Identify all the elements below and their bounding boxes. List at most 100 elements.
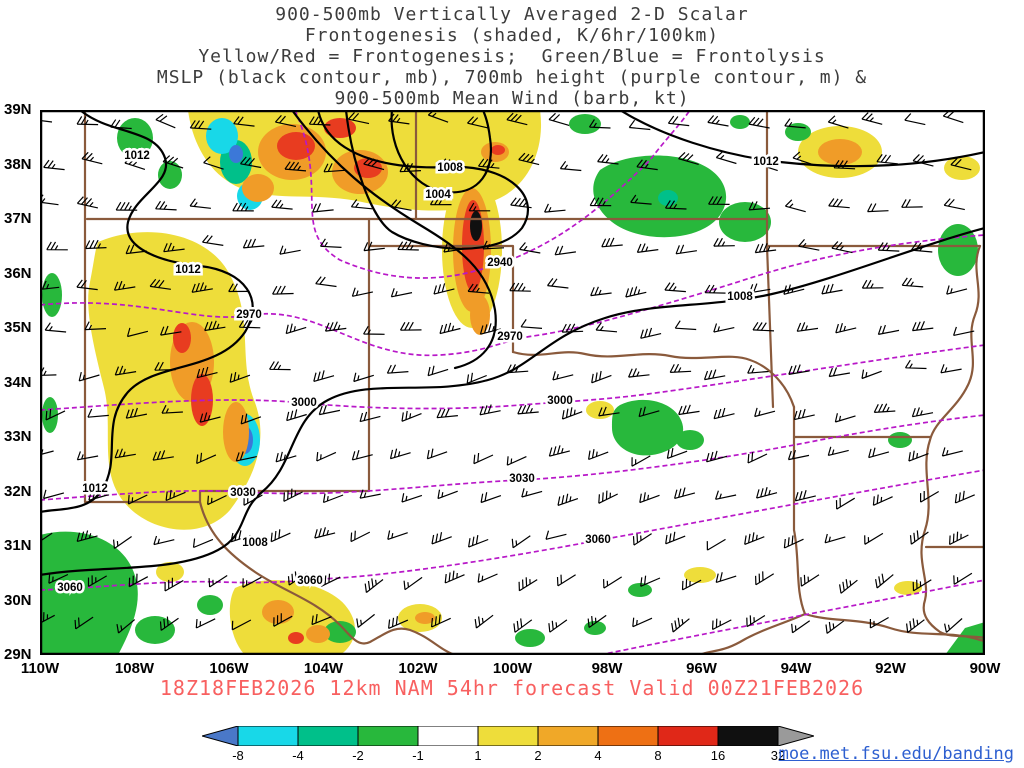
wind-barb — [746, 614, 766, 628]
wind-barb — [636, 243, 659, 253]
wind-barb — [42, 367, 57, 376]
wind-barb — [125, 244, 147, 255]
wind-barb — [308, 116, 331, 126]
wind-barb — [828, 367, 851, 378]
wind-barb — [286, 409, 307, 422]
wind-barb — [431, 614, 451, 628]
height-contour-label: 2940 — [487, 257, 513, 269]
colorbar-segment — [357, 725, 419, 747]
wind-barb — [482, 240, 505, 250]
wind-barb — [640, 575, 661, 587]
wind-barb — [189, 120, 212, 130]
lat-tick-label: 30N — [4, 591, 32, 609]
colorbar-tick-label: 16 — [710, 748, 726, 763]
wind-barb — [240, 413, 262, 425]
wind-barb — [824, 533, 846, 544]
wind-barb — [755, 571, 775, 586]
wind-barb — [601, 237, 623, 248]
height-contours-layer — [42, 112, 983, 653]
wind-barb — [792, 151, 814, 166]
wind-barb — [509, 282, 531, 292]
wind-barb — [715, 490, 737, 500]
wind-barb — [946, 285, 968, 295]
wind-barb — [828, 198, 850, 209]
wind-barb — [76, 451, 99, 461]
wind-barb — [875, 573, 894, 589]
wind-barb — [437, 489, 458, 500]
wind-barb — [401, 493, 423, 503]
wind-barb — [279, 245, 301, 255]
wind-barb — [597, 154, 619, 165]
wind-barb — [839, 579, 858, 594]
wind-barb — [114, 365, 137, 376]
wind-barb — [443, 243, 465, 253]
wind-barb — [791, 620, 811, 634]
wind-barb — [43, 159, 65, 171]
wind-barb — [269, 361, 291, 371]
wind-barb — [517, 404, 539, 415]
wind-barb — [749, 283, 771, 294]
wind-barb — [351, 450, 373, 461]
wind-barb — [671, 617, 690, 633]
wind-barb — [429, 196, 452, 206]
wind-barb — [149, 278, 171, 290]
wind-barb — [949, 531, 969, 546]
lat-tick-label: 31N — [4, 537, 32, 554]
wind-barb — [42, 449, 54, 455]
wind-barb — [827, 446, 849, 456]
wind-barb — [631, 455, 651, 467]
lon-tick-label: 98W — [591, 660, 623, 677]
wind-barb — [603, 576, 623, 589]
wind-barb — [401, 410, 422, 422]
mslp-contours-layer — [42, 112, 983, 576]
mslp-contour-label: 1004 — [425, 189, 451, 201]
wind-barb — [544, 203, 566, 213]
wind-barb — [311, 614, 332, 626]
wind-barb — [548, 112, 570, 126]
credit-link[interactable]: moe.met.fsu.edu/banding — [778, 744, 1014, 764]
wind-barb — [287, 571, 307, 586]
wind-barb — [285, 323, 307, 335]
wind-barb — [363, 157, 385, 171]
wind-barb — [664, 282, 686, 293]
wind-barb — [275, 451, 297, 463]
wind-barb — [161, 404, 183, 414]
wind-barb — [669, 363, 692, 373]
wind-barb — [834, 413, 856, 423]
wind-barb — [350, 530, 371, 543]
wind-barb — [559, 160, 582, 172]
wind-barb — [202, 234, 224, 246]
wind-barb — [873, 403, 896, 413]
wind-barb — [162, 155, 184, 169]
wind-barb — [231, 619, 252, 631]
wind-barb — [908, 450, 929, 462]
wind-barb — [783, 535, 804, 549]
chart-title-block: 900-500mb Vertically Averaged 2-D Scalar… — [0, 4, 1024, 109]
contour-labels-layer: 1012 1008 1004 1012 1012 1008 1012 1008 … — [55, 148, 782, 597]
wind-barb — [433, 283, 455, 295]
wind-barb — [943, 198, 965, 211]
wind-barb — [638, 406, 660, 418]
wind-barb — [389, 448, 411, 460]
wind-barb — [110, 119, 132, 130]
wind-barb — [590, 286, 612, 297]
lon-tick-label: 100W — [492, 660, 533, 677]
title-line-3: Yellow/Red = Frontogenesis; Green/Blue =… — [198, 46, 826, 67]
wind-barb — [511, 535, 531, 549]
wind-barb — [713, 237, 735, 247]
wind-barb — [388, 616, 409, 629]
colorbar-tick-label: -2 — [352, 748, 364, 763]
wind-barb — [439, 322, 461, 335]
lat-tick-label: 29N — [4, 646, 32, 663]
height-contour-label: 3030 — [230, 487, 256, 499]
wind-barb — [869, 616, 889, 629]
wind-barb — [920, 490, 940, 503]
lat-tick-label: 35N — [4, 319, 32, 336]
wind-barb — [518, 577, 538, 592]
wind-barb — [76, 279, 98, 291]
lat-tick-label: 34N — [4, 373, 32, 391]
wind-barb — [78, 371, 100, 382]
wind-barb — [681, 578, 702, 591]
wind-barb — [284, 161, 307, 172]
